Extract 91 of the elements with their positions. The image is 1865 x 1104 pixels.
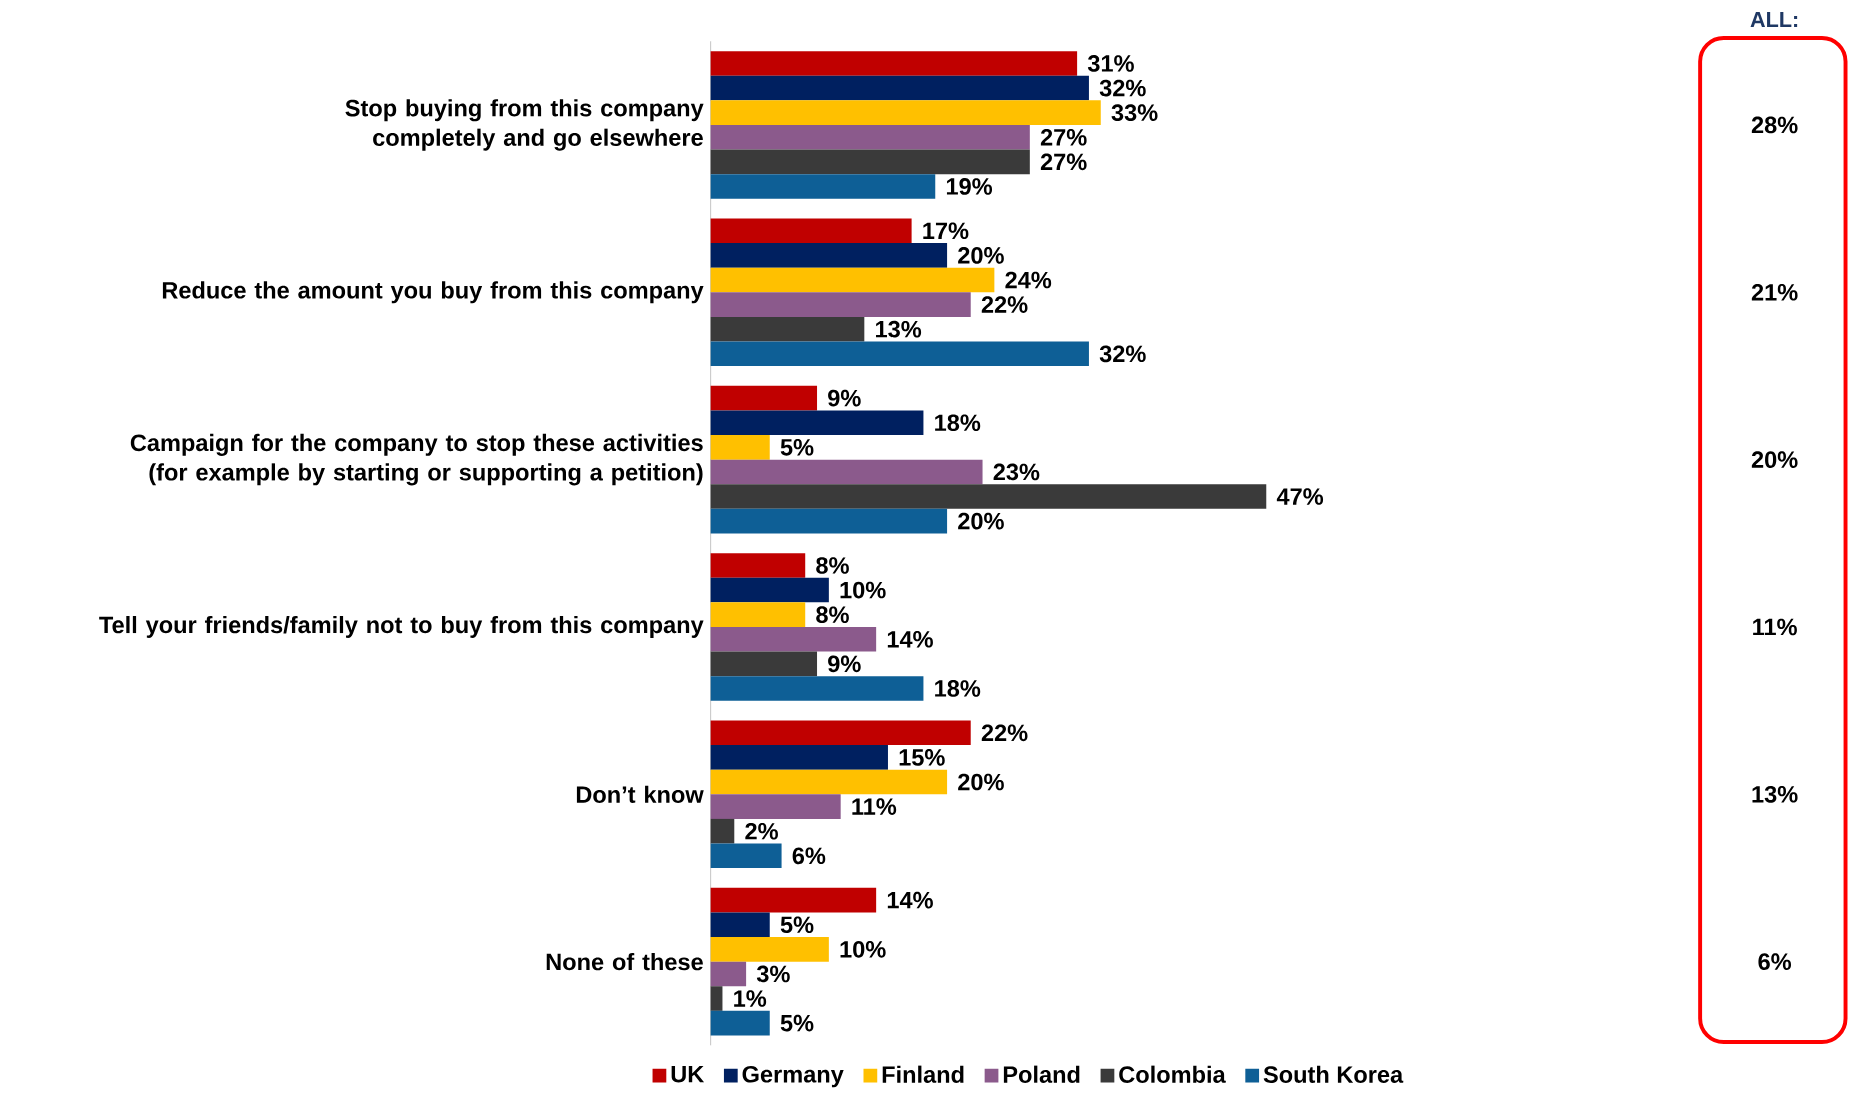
bar [710, 385, 818, 411]
text: 13% [1752, 785, 1798, 803]
legend-label: UK [671, 1065, 705, 1083]
y-tick-label: Reduce the amount you buy from this company [162, 281, 704, 304]
bar [710, 100, 1101, 125]
data-label: 17% [923, 222, 969, 239]
data-label: 6% [792, 847, 826, 865]
legend-label: Germany [742, 1065, 844, 1088]
bar [710, 936, 829, 962]
bar [710, 434, 770, 460]
bar [710, 986, 723, 1011]
data-label: 8% [816, 606, 849, 623]
bar [710, 124, 1030, 150]
data-label: 14% [887, 891, 933, 909]
bar [710, 51, 1078, 76]
data-label: 9% [828, 655, 861, 673]
data-label: 5% [780, 438, 814, 456]
bar [710, 174, 936, 199]
bar [710, 341, 1089, 366]
data-label: 27% [1040, 153, 1087, 171]
text: 28% [1751, 116, 1798, 134]
data-label: 23% [993, 463, 1040, 481]
bar [710, 843, 782, 868]
bar [710, 744, 888, 770]
data-label: 9% [828, 389, 861, 407]
bar [710, 1010, 770, 1036]
data-label: 13% [876, 320, 922, 338]
data-label: 22% [981, 724, 1028, 742]
bar [710, 553, 806, 578]
data-label: 15% [899, 748, 945, 766]
data-label: 19% [946, 177, 993, 195]
data-label: 5% [780, 1014, 814, 1032]
data-label: 3% [756, 965, 790, 983]
bar [710, 267, 995, 293]
data-label: 20% [958, 246, 1004, 264]
data-label: 11% [852, 798, 897, 815]
text: 11% [1753, 618, 1797, 636]
bar [710, 769, 948, 795]
data-label: 22% [981, 296, 1028, 313]
data-label: 33% [1111, 104, 1158, 121]
bar [710, 626, 877, 652]
bar [710, 602, 806, 627]
bar [710, 292, 971, 317]
legend-label: Poland [1003, 1065, 1080, 1083]
data-label: 18% [935, 414, 981, 431]
text: 21% [1751, 283, 1798, 301]
y-tick-label: Campaign for the company to stop these activities (for example by starting or supporting a petition) [130, 433, 703, 486]
data-label: 10% [840, 940, 886, 958]
bar [710, 961, 747, 987]
y-tick-label: None of these [546, 952, 703, 971]
text: ALL: [1750, 11, 1798, 27]
bar [710, 887, 877, 913]
data-label: 32% [1099, 79, 1146, 97]
bar [710, 316, 865, 342]
bar [710, 218, 912, 243]
data-label: 5% [780, 916, 814, 933]
bar [710, 651, 818, 677]
bar [710, 912, 770, 937]
bar [710, 676, 924, 701]
bar [710, 149, 1030, 175]
data-label: 27% [1040, 128, 1087, 146]
bar [710, 242, 948, 268]
data-label: 10% [840, 581, 886, 599]
data-label: 1% [734, 990, 767, 1007]
bar [710, 484, 1267, 509]
bar [710, 818, 735, 844]
data-label: 32% [1099, 345, 1146, 363]
bar [710, 459, 983, 485]
text: 6% [1758, 953, 1792, 970]
y-tick-label: Tell your friends/family not to buy from this company [99, 615, 704, 638]
bar [710, 410, 924, 435]
data-label: 14% [887, 630, 933, 648]
y-tick-label: Stop buying from this company completely and go elsewhere [345, 99, 704, 151]
legend-label: South Korea [1263, 1065, 1404, 1083]
data-label: 8% [816, 557, 849, 574]
text: 20% [1751, 451, 1798, 468]
bar [710, 577, 829, 603]
data-label: 31% [1087, 54, 1134, 72]
bar [710, 508, 948, 534]
legend-label: Colombia [1119, 1065, 1226, 1083]
bar [710, 720, 971, 745]
data-label: 24% [1005, 271, 1052, 289]
data-label: 20% [958, 773, 1004, 791]
bar [710, 75, 1089, 101]
data-label: 20% [958, 512, 1004, 530]
bar [710, 794, 841, 819]
data-label: 47% [1276, 488, 1324, 505]
legend-label: Finland [882, 1065, 964, 1083]
y-tick-label: Don’t know [576, 785, 704, 803]
data-label: 18% [935, 680, 981, 697]
data-label: 2% [745, 822, 778, 840]
